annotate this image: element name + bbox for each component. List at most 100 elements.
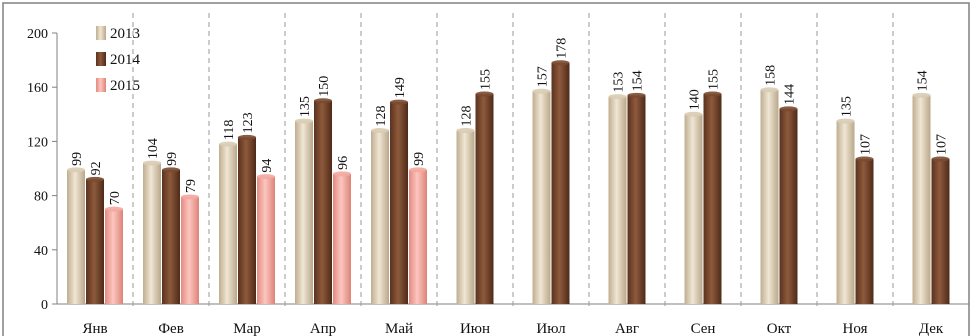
- x-tick-label: Июн: [460, 321, 490, 336]
- x-tick-label: Мар: [233, 321, 261, 336]
- bar-2013-Окт: [760, 89, 779, 304]
- data-label-2014-Ноя: 107: [859, 134, 874, 155]
- bar-2013-Июн: [456, 130, 475, 304]
- bar-2013-Ноя: [836, 121, 855, 304]
- y-tick-label: 0: [41, 298, 48, 313]
- data-label-2013-Июн: 128: [460, 106, 475, 127]
- x-tick-label: Апр: [310, 321, 336, 336]
- bar-2013-Дек: [912, 95, 931, 304]
- bar-2013-Апр: [295, 121, 313, 304]
- bar-cap: [181, 194, 199, 200]
- y-tick-label: 120: [27, 135, 48, 150]
- data-label-2013-Июл: 157: [536, 66, 551, 87]
- x-tick-label: Дек: [919, 321, 944, 336]
- data-label-2014-Июл: 178: [555, 38, 570, 59]
- data-label-2013-Фев: 104: [146, 138, 161, 159]
- bar-cap: [86, 176, 104, 182]
- bar-2013-Июл: [532, 91, 551, 304]
- bar-2013-Янв: [67, 169, 85, 304]
- bar-cap: [238, 134, 256, 140]
- bar-cap: [105, 206, 123, 212]
- y-tick-label: 160: [27, 81, 48, 96]
- bar-cap: [219, 141, 237, 147]
- data-label-2014-Фев: 99: [165, 152, 180, 166]
- bar-cap: [409, 167, 427, 173]
- x-tick-label: Ноя: [843, 321, 868, 336]
- data-label-2013-Ноя: 135: [840, 96, 855, 117]
- data-label-2013-Апр: 135: [298, 96, 313, 117]
- bar-cap: [779, 106, 798, 112]
- bar-2014-Апр: [314, 100, 332, 304]
- data-label-2014-Авг: 154: [631, 70, 646, 91]
- data-label-2013-Мар: 118: [222, 120, 237, 140]
- bar-2013-Авг: [608, 96, 627, 304]
- bar-cap: [912, 92, 931, 98]
- bar-cap: [390, 99, 408, 105]
- bar-2015-Янв: [105, 209, 123, 304]
- legend: 2013 2014 2015: [96, 26, 141, 94]
- data-label-2014-Дек: 107: [935, 134, 950, 155]
- bar-2015-Май: [409, 169, 427, 304]
- bar-cap: [532, 88, 551, 94]
- legend-swatch-2014: [96, 52, 106, 66]
- data-label-2015-Янв: 70: [108, 191, 123, 205]
- bar-cap: [143, 160, 161, 166]
- bar-cap: [760, 87, 779, 93]
- bar-2014-Июл: [551, 62, 570, 305]
- bar-2013-Фев: [143, 163, 161, 304]
- data-label-2015-Мар: 94: [260, 159, 275, 173]
- data-label-2015-Апр: 96: [336, 156, 351, 170]
- bar-2014-Авг: [627, 95, 646, 304]
- bar-cap: [627, 92, 646, 98]
- bar-2013-Май: [371, 130, 389, 304]
- x-tick-label: Янв: [82, 321, 107, 336]
- bar-2015-Апр: [333, 173, 351, 304]
- data-label-2013-Авг: 153: [612, 72, 627, 93]
- legend-label-2015: 2015: [110, 78, 140, 94]
- data-label-2014-Май: 149: [393, 77, 408, 98]
- bar-cap: [314, 98, 332, 104]
- legend-swatch-2013: [96, 26, 106, 40]
- bar-cap: [684, 111, 703, 117]
- y-tick-label: 40: [34, 244, 48, 259]
- bar-cap: [162, 167, 180, 173]
- bar-cap: [371, 128, 389, 134]
- x-tick-label: Июл: [536, 321, 566, 336]
- bar-2013-Сен: [684, 114, 703, 304]
- bar-2014-Янв: [86, 179, 104, 304]
- bar-cap: [551, 60, 570, 66]
- bar-cap: [257, 174, 275, 180]
- bar-cap: [855, 156, 874, 162]
- bar-2013-Мар: [219, 144, 237, 304]
- data-label-2015-Фев: 79: [184, 179, 199, 193]
- bar-2015-Фев: [181, 196, 199, 304]
- data-labels: 99 92 70 104 99 79 118 123 94 135 150 96 128 149 99 128…: [70, 38, 950, 205]
- bar-2014-Фев: [162, 169, 180, 304]
- bar-2015-Мар: [257, 176, 275, 304]
- data-label-2013-Окт: 158: [764, 65, 779, 86]
- data-label-2014-Мар: 123: [241, 112, 256, 133]
- legend-label-2013: 2013: [110, 26, 140, 42]
- data-label-2014-Июн: 155: [479, 69, 494, 90]
- data-label-2014-Апр: 150: [317, 76, 332, 97]
- bar-2014-Ноя: [855, 159, 874, 304]
- data-label-2014-Окт: 144: [783, 84, 798, 105]
- legend-swatch-2015: [96, 78, 106, 92]
- data-label-2013-Дек: 154: [916, 70, 931, 91]
- bar-cap: [475, 91, 494, 97]
- x-tick-label: Сен: [691, 321, 716, 336]
- x-tick-label: Фев: [158, 321, 184, 336]
- y-tick-label: 80: [34, 190, 48, 205]
- bar-cap: [67, 167, 85, 173]
- bar-2014-Дек: [931, 159, 950, 304]
- bar-2014-Май: [390, 102, 408, 304]
- data-label-2014-Янв: 92: [89, 161, 104, 175]
- bar-cap: [608, 94, 627, 100]
- legend-label-2014: 2014: [110, 52, 141, 68]
- x-tick-label: Май: [385, 321, 413, 336]
- bar-cap: [295, 118, 313, 124]
- bar-cap: [456, 128, 475, 134]
- bar-cap: [333, 171, 351, 177]
- data-label-2014-Сен: 155: [707, 69, 722, 90]
